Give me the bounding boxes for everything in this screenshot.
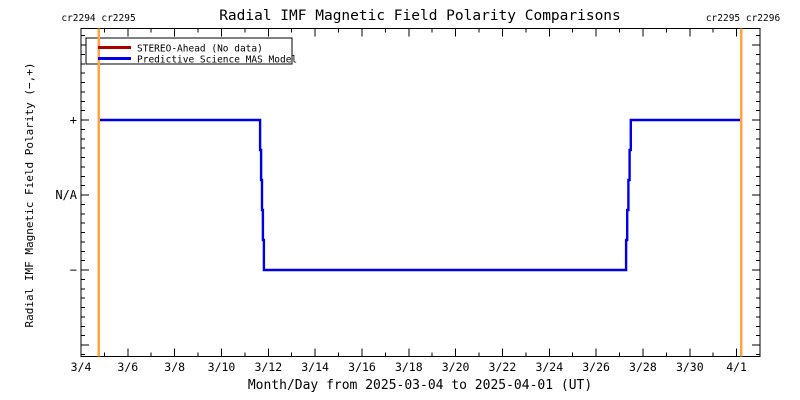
x-tick-label: 3/4 xyxy=(71,360,92,374)
x-tick-label: 3/6 xyxy=(117,360,138,374)
x-tick-label: 3/28 xyxy=(629,360,657,374)
x-tick-label: 3/10 xyxy=(208,360,236,374)
x-tick-label: 3/16 xyxy=(348,360,376,374)
cr-boundary-lines xyxy=(97,28,743,357)
x-tick-label: 4/1 xyxy=(726,360,747,374)
x-tick-label: 3/22 xyxy=(489,360,517,374)
chart-title: Radial IMF Magnetic Field Polarity Compa… xyxy=(219,8,621,24)
y-tick-label: − xyxy=(70,263,77,277)
x-tick-label: 3/18 xyxy=(395,360,423,374)
legend-label-mas: Predictive Science MAS Model xyxy=(137,55,297,66)
x-tick-label: 3/26 xyxy=(582,360,610,374)
x-tick-label: 3/30 xyxy=(676,360,704,374)
data-series xyxy=(98,118,742,272)
y-tick-label: N/A xyxy=(55,188,77,202)
x-tick-label: 3/24 xyxy=(535,360,563,374)
legend: STEREO-Ahead (No data) Predictive Scienc… xyxy=(98,44,297,66)
axis-tick-labels: 3/4 3/6 3/8 3/10 3/12 3/14 3/16 3/18 3/20 3/22 3/2… xyxy=(55,113,747,374)
cr-label-right: cr2295 cr2296 xyxy=(706,13,781,24)
cr-label-left: cr2294 cr2295 xyxy=(61,13,135,24)
mas-model-line xyxy=(98,118,742,272)
x-axis-title: Month/Day from 2025-03-04 to 2025-04-01 … xyxy=(248,378,592,393)
plot-frame xyxy=(80,28,761,357)
x-tick-label: 3/12 xyxy=(254,360,282,374)
y-axis-title: Radial IMF Magnetic Field Polarity (−,+) xyxy=(23,63,36,328)
x-tick-label: 3/20 xyxy=(442,360,470,374)
y-tick-label: + xyxy=(70,113,77,127)
legend-label-stereo: STEREO-Ahead (No data) xyxy=(137,44,263,55)
x-tick-label: 3/14 xyxy=(301,360,329,374)
axis-ticks xyxy=(80,28,761,357)
x-tick-label: 3/8 xyxy=(164,360,185,374)
